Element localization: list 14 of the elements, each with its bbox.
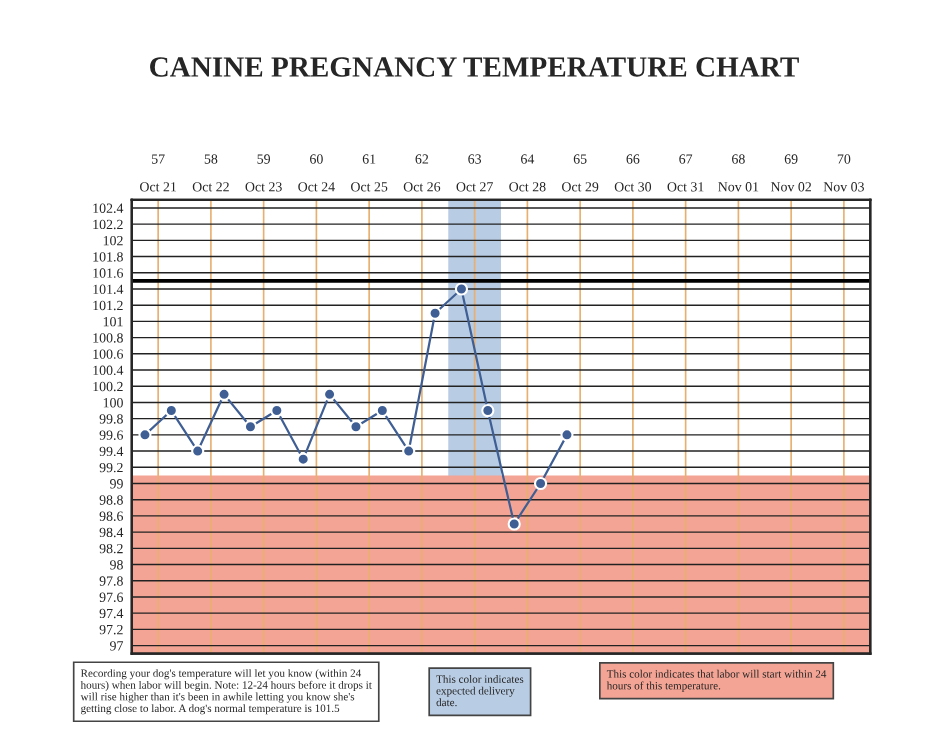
point [138,428,152,442]
point [191,444,205,458]
point [217,387,231,401]
point [481,403,495,418]
point [296,452,310,466]
point [507,517,521,531]
chart-title: CANINE PREGNANCY TEMPERATURE CHART [150,57,799,77]
point [533,476,548,491]
point [560,428,574,442]
point [428,306,442,320]
point [402,444,416,458]
point [349,420,363,434]
point [454,282,469,296]
point [243,420,258,434]
